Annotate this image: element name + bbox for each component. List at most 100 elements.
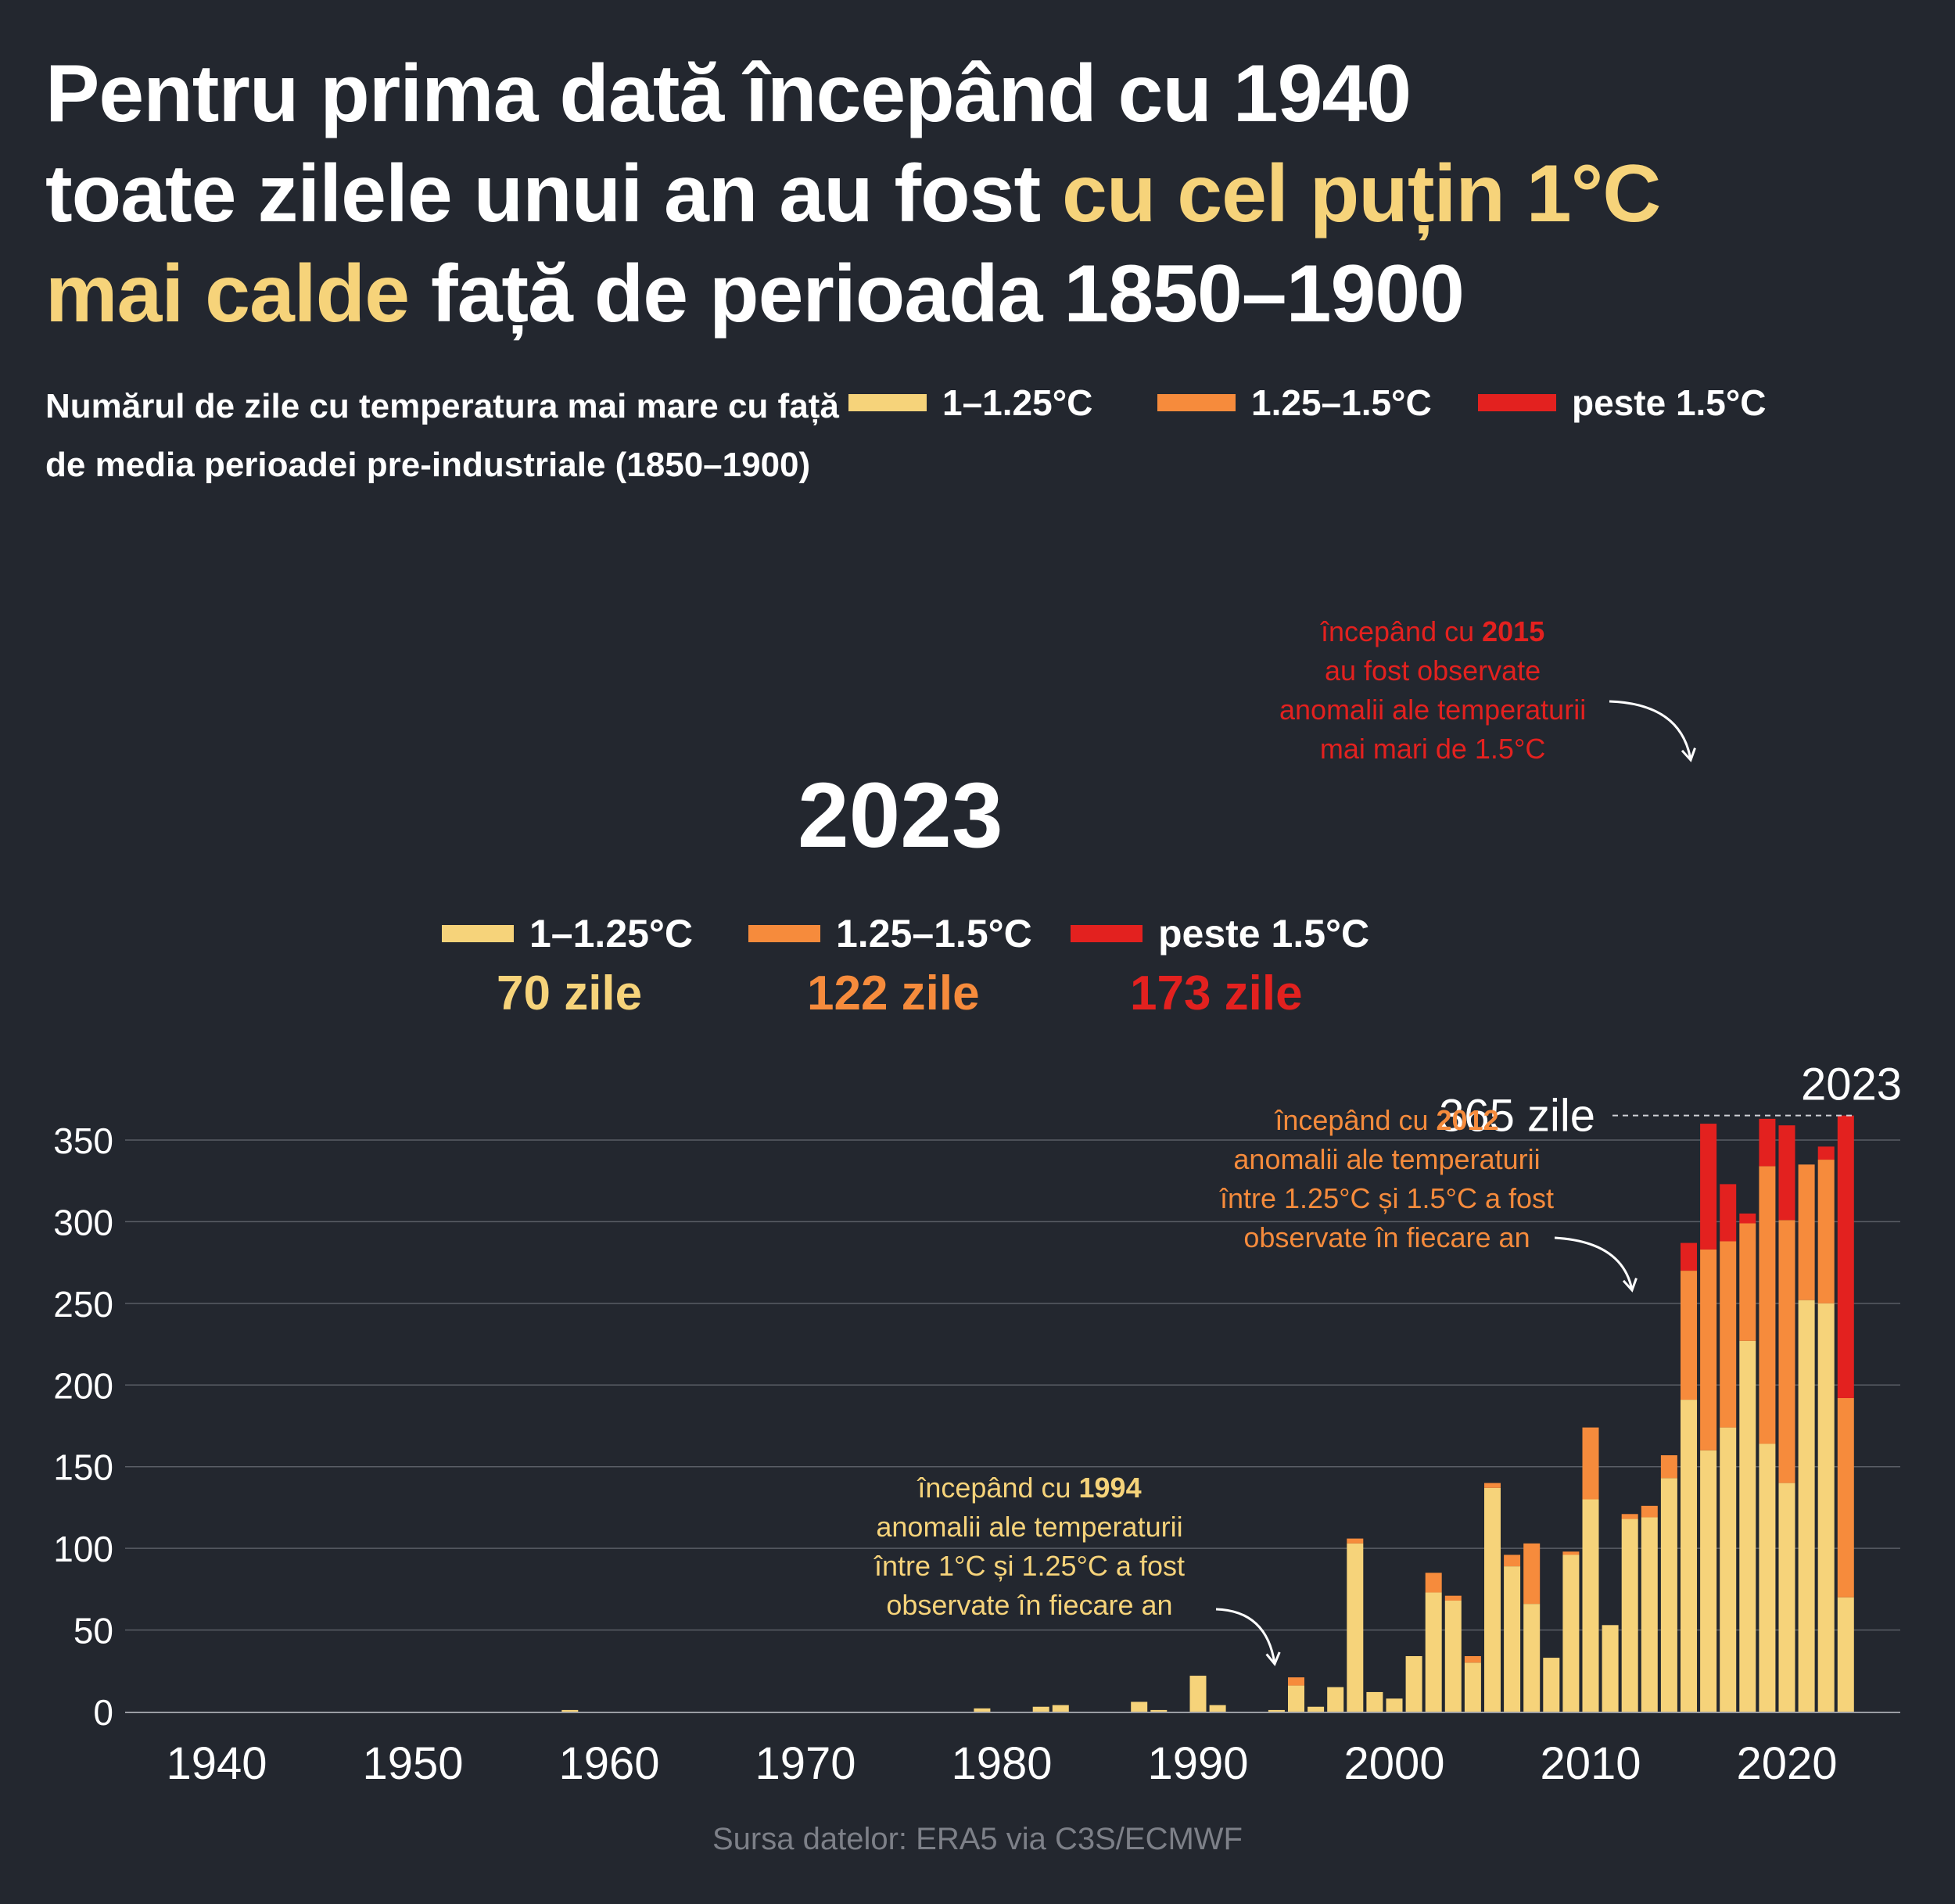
bar-2012-2 <box>1621 1514 1638 1519</box>
highlight-item-1: 1–1.25°C <box>442 911 693 956</box>
bar-1983-1 <box>1052 1705 1069 1712</box>
bar-2022-2 <box>1817 1160 1835 1303</box>
annotation-2015: începând cu 2015 au fost observate anoma… <box>1279 612 1586 769</box>
bar-2017-3 <box>1720 1184 1737 1242</box>
bar-2013-2 <box>1641 1505 1658 1518</box>
bar-2001-1 <box>1405 1655 1422 1712</box>
bar-1982-1 <box>1032 1706 1049 1712</box>
highlight-swatch-3 <box>1071 925 1143 942</box>
title-line-1: Pentru prima dată începând cu 1940 <box>45 48 1412 139</box>
annotation-2012-line-4: observate în fiecare an <box>1243 1221 1530 1253</box>
annotation-2012-line-2: anomalii ale temperaturii <box>1233 1143 1541 1175</box>
legend-swatch-1 <box>848 394 927 411</box>
bar-2008-1 <box>1543 1658 1560 1712</box>
arrow-2012-head <box>1622 1278 1638 1293</box>
legend-label-1: 1–1.25°C <box>942 382 1093 423</box>
annotation-2012: începând cu 2012 anomalii ale temperatur… <box>1220 1101 1554 1257</box>
legend-label-3: peste 1.5°C <box>1572 382 1767 423</box>
bar-1979-1 <box>974 1708 991 1712</box>
bar-2015-2 <box>1681 1271 1697 1400</box>
legend-item-3: peste 1.5°C <box>1478 382 1767 424</box>
bar-2002-1 <box>1425 1592 1442 1712</box>
bar-1991-1 <box>1209 1705 1226 1712</box>
x-tick-label-1950: 1950 <box>362 1738 463 1789</box>
highlight-swatch-2 <box>748 925 820 942</box>
y-axis-labels: 0 50 100 150 200 250 300 350 <box>53 1121 113 1733</box>
annotation-2015-pre: începând cu <box>1320 615 1483 647</box>
bar-1997-1 <box>1327 1687 1344 1712</box>
title-line-3: mai calde față de perioada 1850–1900 <box>45 244 1922 344</box>
bar-2004-1 <box>1464 1662 1481 1712</box>
annotation-2015-line-2: au fost observate <box>1325 654 1541 687</box>
bar-2018-3 <box>1739 1213 1756 1224</box>
highlight-label-1: 1–1.25°C <box>529 912 694 956</box>
source-note: Sursa datelor: ERA5 via C3S/ECMWF <box>712 1822 1243 1856</box>
annotation-2012-year: 2012 <box>1436 1104 1499 1136</box>
highlight-swatch-1 <box>442 925 514 942</box>
bar-1994-1 <box>1268 1709 1285 1712</box>
bar-2014-1 <box>1660 1478 1677 1712</box>
bars <box>561 1115 1854 1712</box>
bar-2015-1 <box>1681 1400 1697 1712</box>
bar-2022-1 <box>1817 1303 1835 1712</box>
bar-2012-1 <box>1621 1519 1638 1712</box>
title-line-2-highlight: cu cel puțin 1°C <box>1062 149 1661 239</box>
arrow-1994-head <box>1265 1651 1281 1666</box>
highlight-item-2: 1.25–1.5°C <box>748 911 1032 956</box>
annotation-1994-line-3: între 1°C și 1.25°C a fost <box>874 1550 1185 1582</box>
bar-2006-2 <box>1504 1554 1521 1567</box>
legend-item-2: 1.25–1.5°C <box>1157 382 1432 424</box>
arrow-2015-head <box>1681 748 1696 762</box>
highlight-label-2: 1.25–1.5°C <box>836 912 1032 956</box>
bar-2007-2 <box>1523 1543 1541 1605</box>
bar-1996-1 <box>1308 1706 1325 1712</box>
x-axis: 1940 1950 1960 1970 1980 1990 2000 2010 2020 <box>125 1712 1900 1789</box>
bar-2016-3 <box>1700 1124 1717 1250</box>
x-tick-label-1990: 1990 <box>1147 1738 1248 1789</box>
bar-2006-1 <box>1504 1566 1521 1712</box>
reference-label: 365 zile <box>1439 1091 1595 1142</box>
legend-swatch-2 <box>1157 394 1236 411</box>
title-line-3-text: față de perioada 1850–1900 <box>409 249 1465 339</box>
bar-2020-3 <box>1778 1125 1795 1221</box>
x-tick-label-2020: 2020 <box>1736 1738 1837 1789</box>
bar-2003-1 <box>1444 1600 1462 1712</box>
chart-subtitle: Numărul de zile cu temperatura mai mare … <box>45 387 839 484</box>
bar-2003-2 <box>1444 1595 1462 1601</box>
bar-2021-2 <box>1798 1164 1815 1300</box>
bar-1995-1 <box>1288 1685 1304 1712</box>
annotation-1994: începând cu 1994 anomalii ale temperatur… <box>874 1468 1185 1625</box>
chart-title: Pentru prima dată începând cu 1940 toate… <box>45 44 1922 344</box>
reference-year-label: 2023 <box>1801 1060 1902 1110</box>
arrow-1994 <box>1215 1608 1276 1665</box>
bar-2022-3 <box>1817 1146 1835 1160</box>
bar-2000-1 <box>1386 1698 1403 1712</box>
x-tick-label-1970: 1970 <box>755 1738 856 1789</box>
bar-2023-1 <box>1837 1597 1854 1712</box>
gridlines <box>125 1139 1900 1631</box>
bar-2018-1 <box>1739 1340 1756 1712</box>
bar-2023-3 <box>1837 1115 1854 1398</box>
bar-2002-2 <box>1425 1572 1442 1593</box>
highlight-item-3: peste 1.5°C <box>1071 911 1369 956</box>
bar-2005-1 <box>1484 1487 1501 1712</box>
bar-2021-1 <box>1798 1300 1815 1712</box>
bar-2015-3 <box>1681 1242 1697 1271</box>
annotation-2015-line-3: anomalii ale temperaturii <box>1279 694 1587 726</box>
annotation-1994-year: 1994 <box>1078 1472 1142 1504</box>
bar-1958-1 <box>561 1709 579 1712</box>
annotation-1994-line-2: anomalii ale temperaturii <box>876 1511 1183 1543</box>
x-tick-label-1960: 1960 <box>558 1738 659 1789</box>
legend-swatch-3 <box>1478 394 1556 411</box>
bar-2011-1 <box>1602 1625 1619 1712</box>
highlight-value-2: 122 zile <box>807 966 980 1020</box>
annotation-1994-line-4: observate în fiecare an <box>886 1589 1173 1621</box>
annotation-2015-line-4: mai mari de 1.5°C <box>1319 733 1546 765</box>
highlight-label-3: peste 1.5°C <box>1158 912 1370 956</box>
bar-2009-1 <box>1562 1554 1580 1712</box>
x-tick-label-2000: 2000 <box>1343 1738 1444 1789</box>
reference-365: 365 zile 2023 <box>1439 1060 1902 1142</box>
highlight-value-1: 70 zile <box>497 966 643 1020</box>
bar-1998-1 <box>1347 1543 1364 1712</box>
x-tick-label-1980: 1980 <box>951 1738 1052 1789</box>
